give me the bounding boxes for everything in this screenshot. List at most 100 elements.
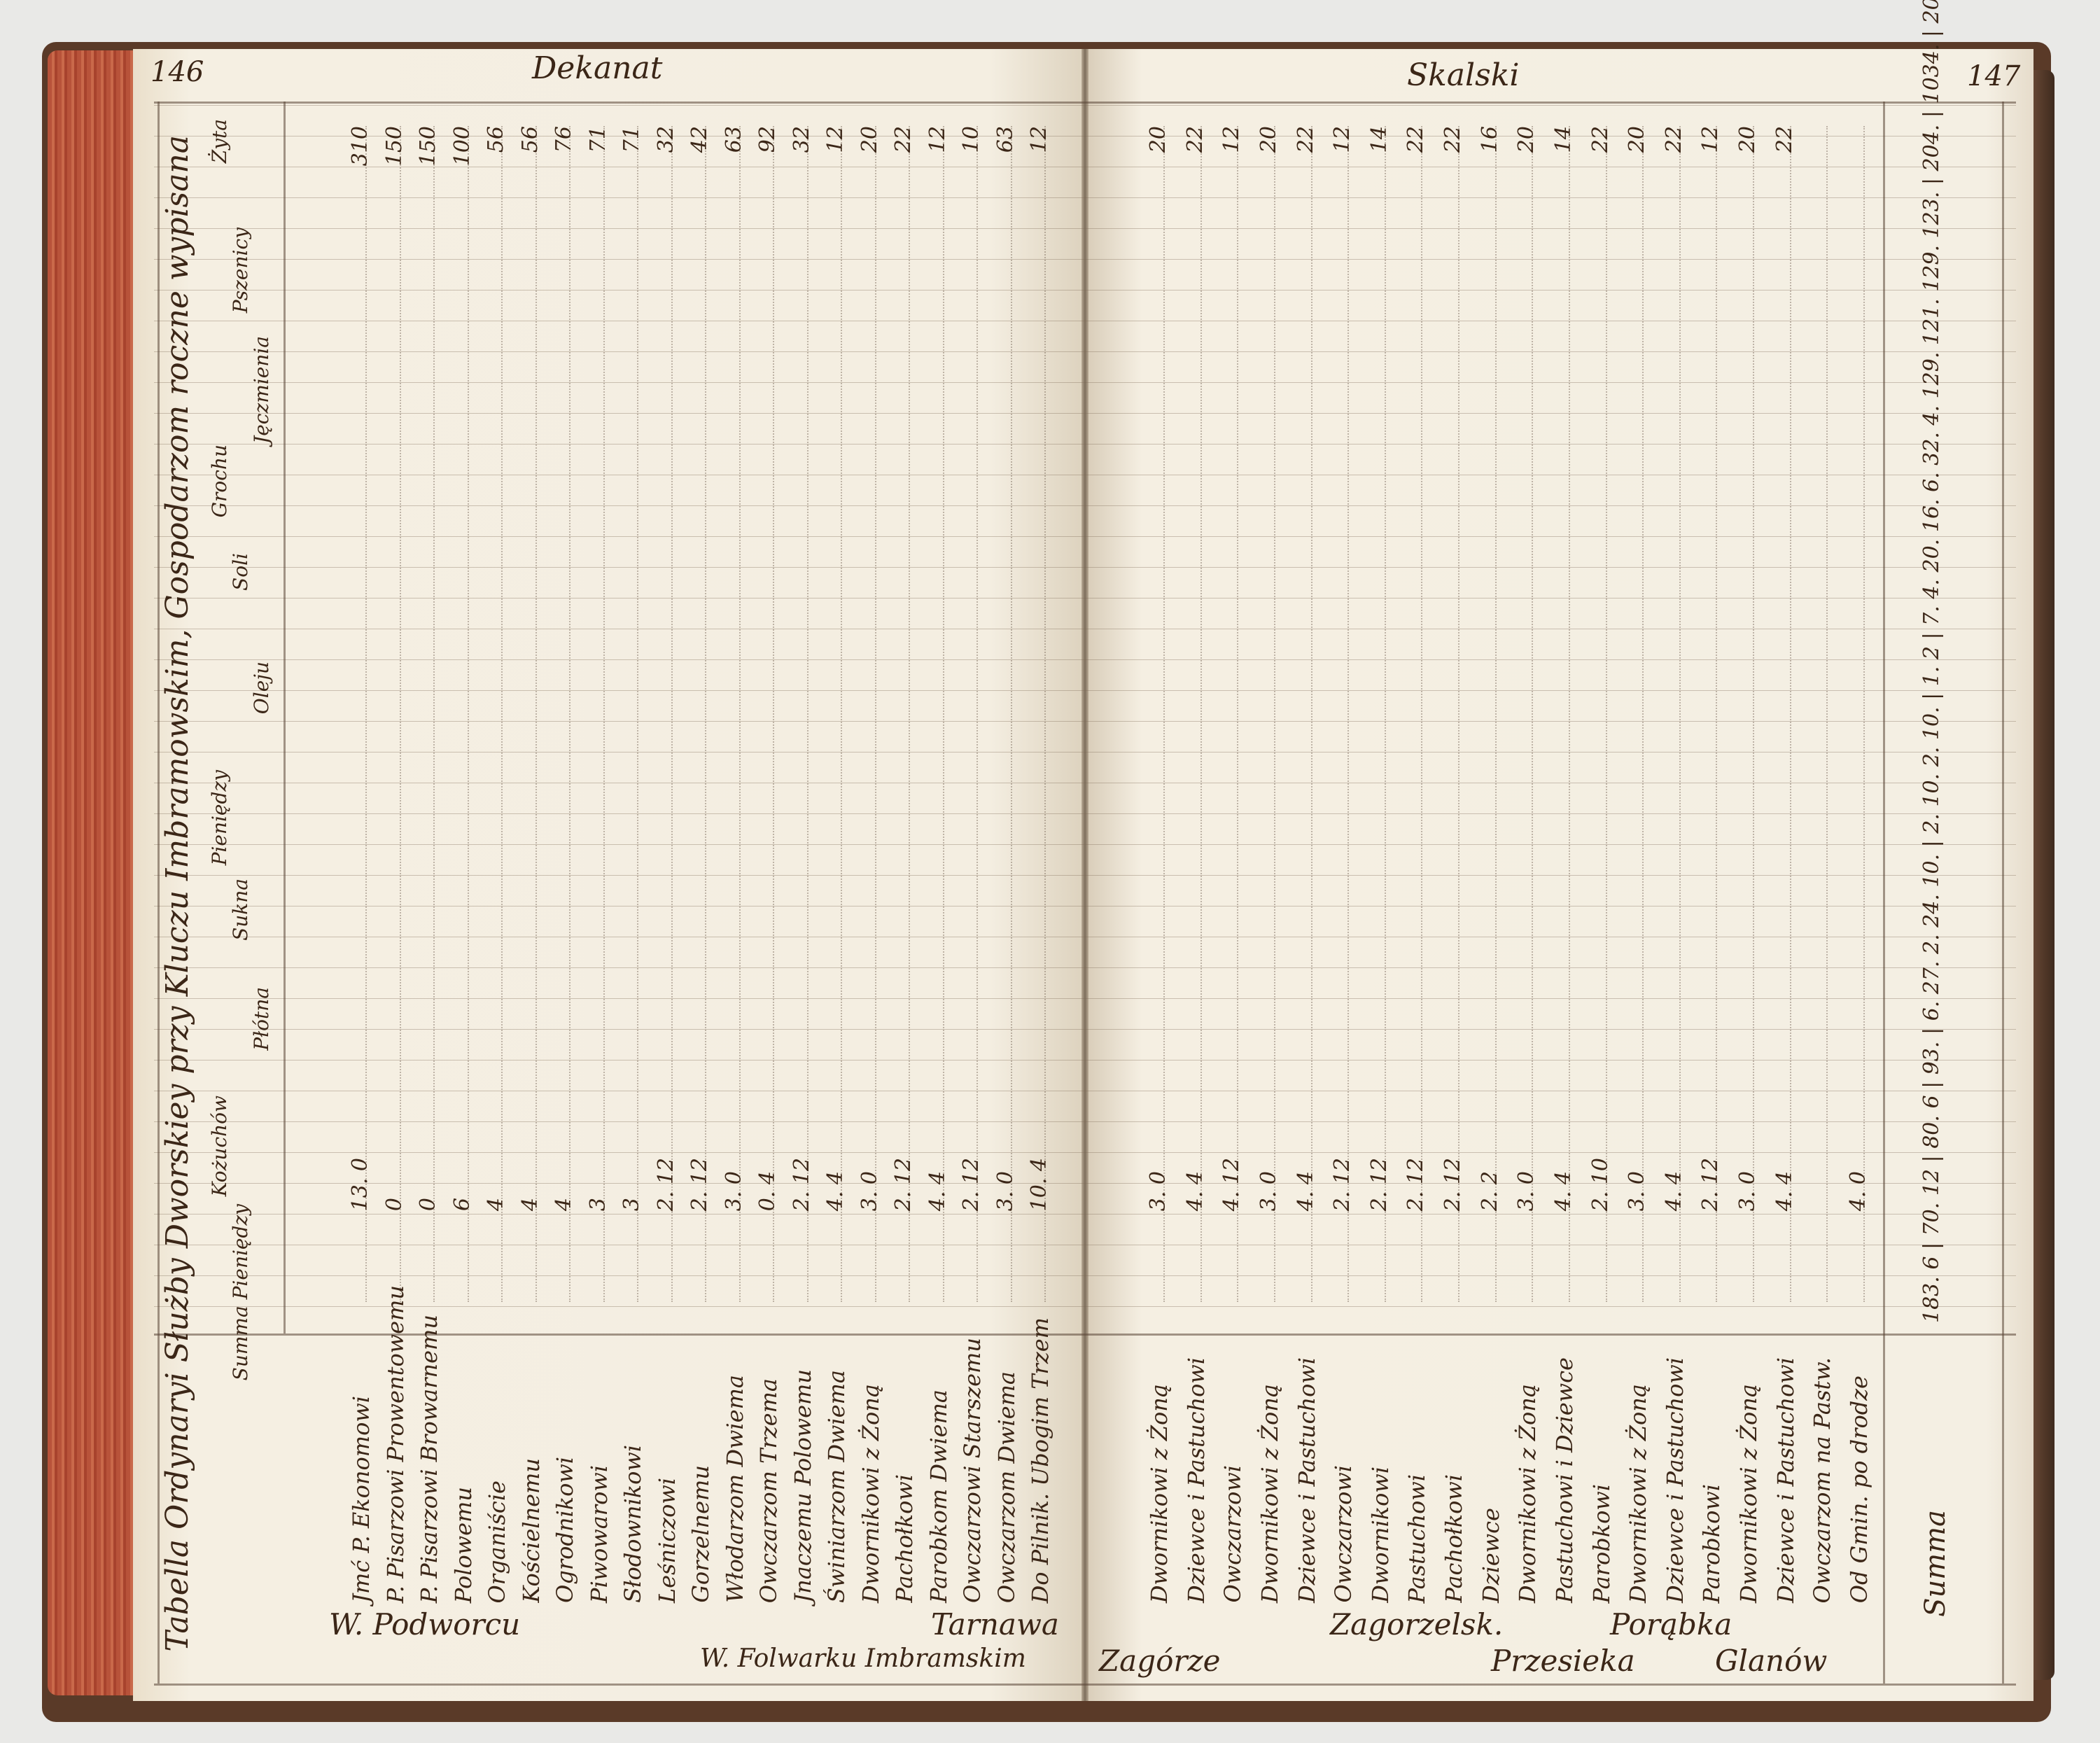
row-summa-value: 12 [1219,126,1245,153]
column-header: Żyta [208,119,231,164]
row-zyto-value: 4. 4 [1182,1170,1208,1211]
column-header: Soli [229,553,252,591]
row-dotted-line [1863,126,1865,1302]
row-dotted-line [773,126,774,1302]
row-dotted-line [501,126,503,1302]
row-name: Dwornikowi z Żoną [1625,1383,1652,1603]
row-summa-value: 150 [416,126,440,167]
row-summa-value: 12 [1698,126,1723,153]
row-summa-value: 63 [993,126,1018,153]
row-summa-value: 22 [1588,126,1613,153]
row-dotted-line [1642,126,1644,1302]
row-dotted-line [909,126,910,1302]
page-edges [48,50,139,1695]
row-name: Dziewce [1477,1508,1504,1603]
row-name: Owczarzom Dwiema [993,1371,1020,1603]
row-name: P. Pisarzowi Browarnemu [416,1314,442,1603]
row-zyto-value: 3. 0 [1256,1170,1281,1211]
row-zyto-value: 3. 0 [1735,1170,1760,1211]
row-zyto-value: 3. 0 [1514,1170,1539,1211]
row-dotted-line [569,126,570,1302]
summa-rule [1883,102,1885,1684]
row-summa-value: 22 [1772,126,1797,153]
group-label: W. Folwarku Imbramskim [700,1644,1026,1673]
total-label: Summa [1919,1510,1952,1617]
row-zyto-value: 2. 12 [789,1157,814,1211]
group-label: Zagórze [1099,1644,1221,1678]
row-dotted-line [1789,126,1791,1302]
row-zyto-value: 2. 12 [1366,1157,1392,1211]
row-name: Świniarzom Dwiema [823,1369,850,1603]
book-gutter [1082,49,1088,1701]
ruled-lines [154,105,2016,1337]
row-dotted-line [365,126,367,1302]
heading-left: Dekanat [532,50,663,86]
row-name: Owczarzowi [1219,1465,1247,1603]
right-page [1085,49,2033,1701]
row-zyto-value: 0 [382,1197,407,1211]
row-dotted-line [1458,126,1460,1302]
row-name: Dwornikowi z Żoną [1256,1383,1283,1603]
group-label: Przesieka [1491,1644,1635,1678]
row-dotted-line [399,126,401,1302]
row-zyto-value: 10. 4 [1027,1157,1051,1211]
row-dotted-line [1753,126,1755,1302]
row-zyto-value: 4. 4 [925,1170,950,1211]
row-name: Parobkowi [1698,1483,1726,1604]
row-summa-value: 22 [1404,126,1429,153]
row-name: Pachołkowi [1441,1474,1468,1603]
row-zyto-value: 2. 12 [653,1157,678,1211]
row-dotted-line [467,126,469,1302]
page-number-right: 147 [1967,60,2021,92]
row-name: Dwornikowi z Żoną [1735,1383,1763,1603]
row-name: Do Pilnik. Ubogim Trzem [1027,1317,1054,1603]
row-name: Ogrodnikowi [552,1457,578,1603]
row-zyto-value: 3. 0 [857,1170,882,1211]
row-summa-value: 71 [620,126,644,153]
column-header: Pszenicy [229,227,252,314]
left-page [133,49,1085,1701]
row-name: Pastuchowi i Dziewce [1550,1357,1578,1603]
row-dotted-line [1384,126,1386,1302]
row-name: Dziewce i Pastuchowi [1661,1357,1688,1603]
column-header: Sukna [229,878,252,941]
row-zyto-value: 4. 4 [1661,1170,1686,1211]
row-name: Polowemu [449,1486,477,1603]
row-dotted-line [1010,126,1012,1302]
group-label: Glanów [1715,1644,1828,1678]
row-summa-value: 20 [857,126,882,153]
row-summa-value: 63 [721,126,746,153]
row-dotted-line [1200,126,1202,1302]
row-zyto-value: 2. 12 [891,1157,916,1211]
row-summa-value: 56 [484,126,508,153]
row-name: Dziewce i Pastuchowi [1772,1357,1799,1603]
row-summa-value: 150 [382,126,407,167]
row-dotted-line [1605,126,1607,1302]
row-dotted-line [841,126,842,1302]
bottom-rule [154,1684,2016,1686]
row-summa-value: 12 [823,126,848,153]
row-summa-value: 100 [449,126,475,167]
row-dotted-line [1044,126,1046,1302]
row-name: Parobkowi [1588,1483,1615,1604]
row-name: Dziewce i Pastuchowi [1293,1357,1320,1603]
row-zyto-value: 2. 12 [1698,1157,1723,1211]
row-summa-value: 76 [552,126,576,153]
group-label: Porąbka [1610,1607,1732,1642]
row-dotted-line [705,126,706,1302]
row-zyto-value: 3 [620,1197,644,1211]
row-summa-value: 20 [1514,126,1539,153]
row-name: Owczarzom Trzema [755,1378,782,1603]
table-bottom-rule [154,1334,2016,1336]
row-summa-value: 14 [1366,126,1392,153]
row-summa-value: 32 [789,126,814,153]
row-name: Gorzelnemu [687,1465,714,1603]
row-zyto-value: 2. 2 [1477,1170,1502,1211]
row-zyto-value: 4 [484,1197,508,1211]
row-name: Jmć P. Ekonomowi [348,1396,374,1603]
row-summa-value: 22 [1182,126,1208,153]
group-label: Zagorzelsk. [1330,1607,1504,1642]
row-dotted-line [1568,126,1570,1302]
row-zyto-value: 4. 4 [1772,1170,1797,1211]
row-zyto-value: 2. 12 [1330,1157,1355,1211]
